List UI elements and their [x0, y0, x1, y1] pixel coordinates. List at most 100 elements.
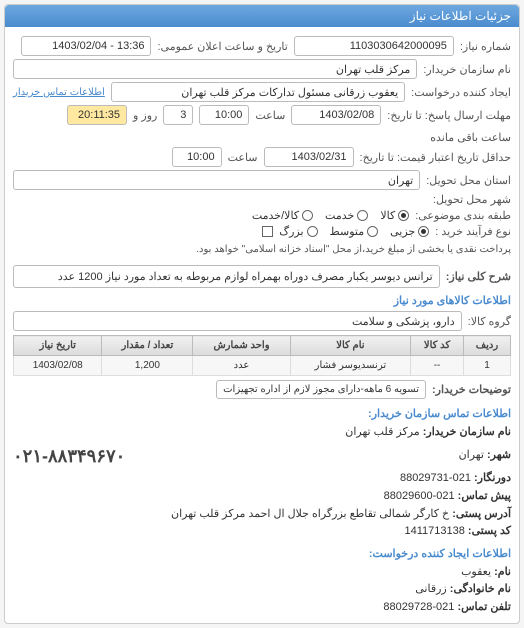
- row-validity: حداقل تاریخ اعتبار قیمت: تا تاریخ: 1403/…: [13, 147, 511, 167]
- buyer-name-value: مرکز قلب تهران: [13, 59, 417, 79]
- subject-radios: کالا خدمت کالا/خدمت: [252, 209, 409, 222]
- row-city-deliver: استان محل تحویل: تهران: [13, 170, 511, 190]
- td-3: عدد: [193, 356, 290, 376]
- general-text: ترانس دیوسر یکبار مصرف دوراه بهمراه لواز…: [13, 265, 440, 288]
- contact-org-label: نام سازمان خریدار:: [423, 426, 511, 438]
- radio-icon: [302, 210, 313, 221]
- row-need-no: شماره نیاز: 1103030642000095 تاریخ و ساع…: [13, 36, 511, 56]
- process-radio-2[interactable]: بزرگ: [279, 225, 317, 238]
- contact-addr: خ کارگر شمالی تقاطع بزرگراه جلال ال احمد…: [171, 508, 449, 520]
- validity-hour-value: 10:00: [172, 147, 222, 167]
- process-radio-1[interactable]: متوسط: [330, 225, 379, 238]
- requester-label: ایجاد کننده درخواست:: [411, 86, 511, 99]
- td-1: --: [411, 356, 464, 376]
- validity-label: حداقل تاریخ اعتبار قیمت: تا تاریخ:: [360, 151, 511, 164]
- panel-title: جزئیات اطلاعات نیاز: [5, 5, 519, 27]
- group-label: گروه کالا:: [468, 315, 511, 328]
- th-0: ردیف: [463, 336, 510, 356]
- buyer-name-label: نام سازمان خریدار:: [423, 63, 511, 76]
- contact-section-title: اطلاعات تماس سازمان خریدار:: [13, 407, 511, 420]
- th-5: تاریخ نیاز: [14, 336, 102, 356]
- reply-date-value: 1403/02/08: [291, 105, 381, 125]
- table-head: ردیف کد کالا نام کالا واحد شمارش تعداد /…: [14, 336, 511, 356]
- radio-icon: [367, 226, 378, 237]
- table-body: 1 -- ترنسدیوسر فشار عدد 1,200 1403/02/08: [14, 356, 511, 376]
- row-process: نوع فرآیند خرید : جزیی متوسط بزرگ پرداخت…: [13, 225, 511, 255]
- contact-city: تهران: [459, 449, 484, 461]
- radio-icon: [357, 210, 368, 221]
- payment-note: پرداخت نقدی یا بخشی از مبلغ خرید،از محل …: [196, 244, 511, 255]
- req-lname-row: نام خانوادگی: زرقانی: [13, 581, 511, 599]
- city-deliver-label: استان محل تحویل:: [426, 174, 511, 187]
- contact-org-row: نام سازمان خریدار: مرکز قلب تهران: [13, 424, 511, 442]
- contact-org: مرکز قلب تهران: [345, 426, 419, 438]
- days-left-value: 3: [163, 105, 193, 125]
- th-4: تعداد / مقدار: [102, 336, 193, 356]
- td-5: 1403/02/08: [14, 356, 102, 376]
- req-name-row: نام: یعقوب: [13, 564, 511, 582]
- th-1: کد کالا: [411, 336, 464, 356]
- buyer-note-label: توضیحات خریدار:: [432, 383, 511, 396]
- time-left-value: 20:11:35: [67, 105, 127, 125]
- contact-phone-row: پیش تماس: 021-88029600: [13, 488, 511, 506]
- subject-radio-0[interactable]: کالا: [380, 209, 409, 222]
- process-radio-0[interactable]: جزیی: [390, 225, 429, 238]
- announce-label: تاریخ و ساعت اعلان عمومی:: [157, 40, 287, 53]
- contact-phone-label: پیش تماس:: [458, 490, 511, 502]
- contact-city-label: شهر:: [487, 449, 511, 461]
- contact-postal: 1411713138: [404, 525, 464, 537]
- th-3: واحد شمارش: [193, 336, 290, 356]
- radio-icon: [418, 226, 429, 237]
- th-2: نام کالا: [290, 336, 410, 356]
- contact-phone: 021-88029600: [384, 490, 455, 502]
- contact-addr-row: آدرس پستی: خ کارگر شمالی تقاطع بزرگراه ج…: [13, 506, 511, 524]
- big-phone: ۰۲۱-۸۸۳۴۹۶۷۰: [13, 442, 125, 471]
- subject-radio-1[interactable]: خدمت: [325, 209, 368, 222]
- contact-tel: 021-88029731: [400, 472, 471, 484]
- goods-section-title: اطلاعات کالاهای مورد نیاز: [13, 294, 511, 307]
- row-buyer-note: توضیحات خریدار: تسویه 6 ماهه-دارای مجوز …: [13, 380, 511, 399]
- subject-label: طبقه بندی موضوعی:: [415, 209, 511, 222]
- req-phone-label: تلفن تماس:: [457, 601, 511, 613]
- reply-deadline-label: مهلت ارسال پاسخ: تا تاریخ:: [387, 109, 511, 122]
- requester-block: نام: یعقوب نام خانوادگی: زرقانی تلفن تما…: [13, 564, 511, 617]
- requester-value: یعقوب زرقانی مسئول تدارکات مرکز قلب تهرا…: [111, 82, 405, 102]
- contact-link[interactable]: اطلاعات تماس خریدار: [13, 87, 105, 98]
- contact-tel-label: دورنگار:: [474, 472, 511, 484]
- city-deliver-value: تهران: [13, 170, 420, 190]
- contact-addr-label: آدرس پستی:: [452, 508, 511, 520]
- contact-postal-row: کد پستی: 1411713138: [13, 523, 511, 541]
- validity-date-value: 1403/02/31: [264, 147, 354, 167]
- city2-label: شهر محل تحویل:: [433, 193, 511, 206]
- contact-postal-label: کد پستی:: [468, 525, 511, 537]
- panel-body: شماره نیاز: 1103030642000095 تاریخ و ساع…: [5, 27, 519, 623]
- reply-hour-value: 10:00: [199, 105, 249, 125]
- goods-table: ردیف کد کالا نام کالا واحد شمارش تعداد /…: [13, 335, 511, 376]
- req-lname: زرقانی: [415, 583, 446, 595]
- general-label: شرح کلی نیاز:: [446, 270, 511, 283]
- req-lname-label: نام خانوادگی:: [450, 583, 511, 595]
- validity-hour-label: ساعت: [228, 151, 258, 164]
- td-4: 1,200: [102, 356, 193, 376]
- subject-radio-2[interactable]: کالا/خدمت: [252, 209, 313, 222]
- group-value: دارو، پزشکی و سلامت: [13, 311, 462, 331]
- td-0: 1: [463, 356, 510, 376]
- process-radios: جزیی متوسط بزرگ: [279, 225, 429, 238]
- announce-value: 13:36 - 1403/02/04: [21, 36, 151, 56]
- buyer-note-value: تسویه 6 ماهه-دارای مجوز لازم از اداره تج…: [216, 380, 426, 399]
- contact-city-row: شهر: تهران ۰۲۱-۸۸۳۴۹۶۷۰: [13, 442, 511, 471]
- td-2: ترنسدیوسر فشار: [290, 356, 410, 376]
- time-left-label: ساعت باقی مانده: [430, 131, 511, 144]
- requester-section-title: اطلاعات ایجاد کننده درخواست:: [13, 547, 511, 560]
- row-city2: شهر محل تحویل:: [13, 193, 511, 206]
- radio-icon: [398, 210, 409, 221]
- reply-hour-label: ساعت: [255, 109, 285, 122]
- req-phone: 021-88029728: [383, 601, 454, 613]
- contact-tel-row: دورنگار: 021-88029731: [13, 470, 511, 488]
- need-no-value: 1103030642000095: [294, 36, 454, 56]
- details-panel: جزئیات اطلاعات نیاز شماره نیاز: 11030306…: [4, 4, 520, 624]
- days-left-label: روز و: [133, 109, 157, 122]
- process-label: نوع فرآیند خرید :: [435, 225, 511, 238]
- payment-checkbox[interactable]: [262, 226, 273, 237]
- table-row: 1 -- ترنسدیوسر فشار عدد 1,200 1403/02/08: [14, 356, 511, 376]
